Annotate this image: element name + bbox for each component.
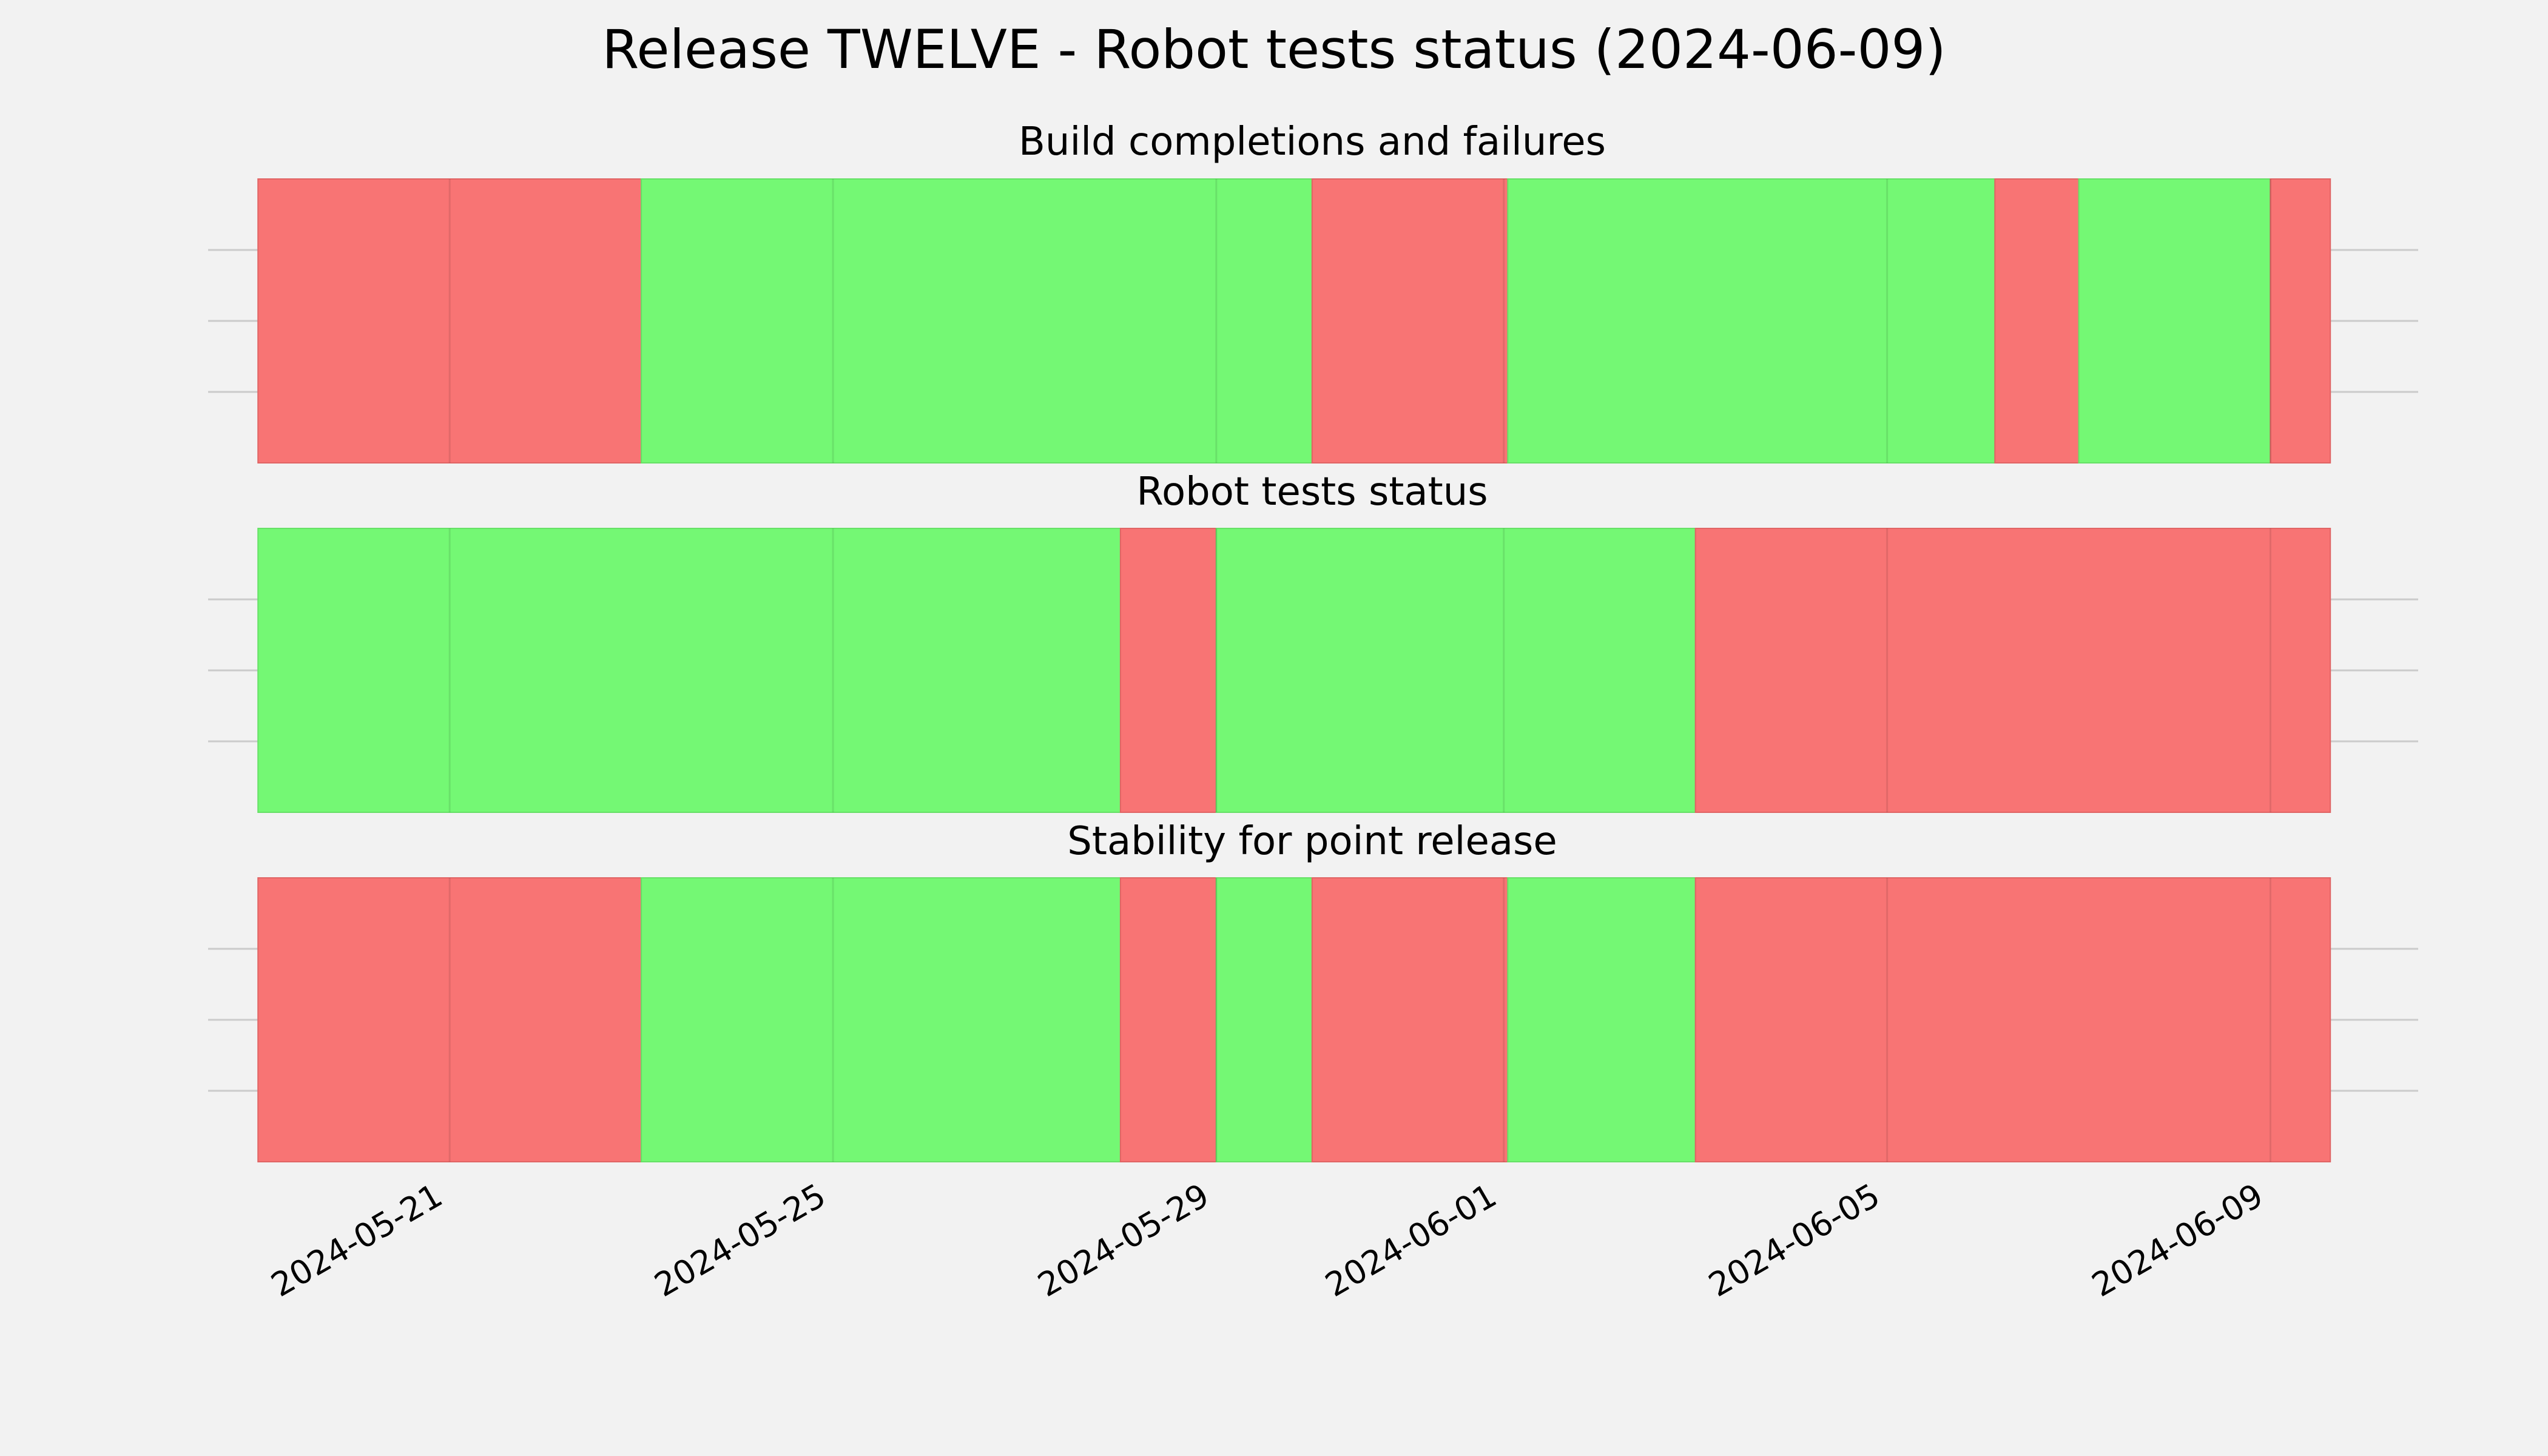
x-tick-label: 2024-05-25 [648,1176,832,1304]
status-segment-fail [1694,528,2331,813]
status-segment-fail [257,877,642,1162]
x-tick-label: 2024-06-01 [1319,1176,1503,1304]
x-tick-label: 2024-06-05 [1702,1176,1886,1304]
x-tick-label: 2024-05-29 [1031,1176,1215,1304]
panel-title: Build completions and failures [1019,120,1606,164]
panel-1: Build completions and failures [208,120,2418,463]
status-segment-pass [2078,178,2271,463]
status-segment-fail [1119,528,1217,813]
status-segment-pass [1215,528,1696,813]
status-segment-pass [1507,877,1696,1162]
panel-title: Stability for point release [1067,819,1557,864]
panel-title: Robot tests status [1136,470,1488,514]
panels: Build completions and failures Robot test… [208,120,2418,1162]
status-segment-pass [641,178,1313,463]
panel-3: Stability for point release [208,819,2418,1162]
x-tick-label: 2024-05-21 [265,1176,448,1304]
figure-title: Release TWELVE - Robot tests status (202… [602,18,1946,81]
status-segment-pass [1507,178,1996,463]
x-tick-label: 2024-06-09 [2086,1176,2270,1304]
status-segment-fail [2270,178,2331,463]
status-segment-fail [1994,178,2080,463]
status-segment-pass [641,877,1121,1162]
status-segment-fail [1694,877,2331,1162]
status-segment-pass [257,528,1121,813]
panel-2: Robot tests status [208,470,2418,813]
status-segment-fail [257,178,642,463]
status-segment-pass [1215,877,1313,1162]
status-segment-fail [1311,178,1509,463]
status-segment-fail [1119,877,1217,1162]
x-axis-ticks: 2024-05-21 2024-05-25 2024-05-29 2024-06-01… [265,1176,2270,1304]
status-segment-fail [1311,877,1509,1162]
